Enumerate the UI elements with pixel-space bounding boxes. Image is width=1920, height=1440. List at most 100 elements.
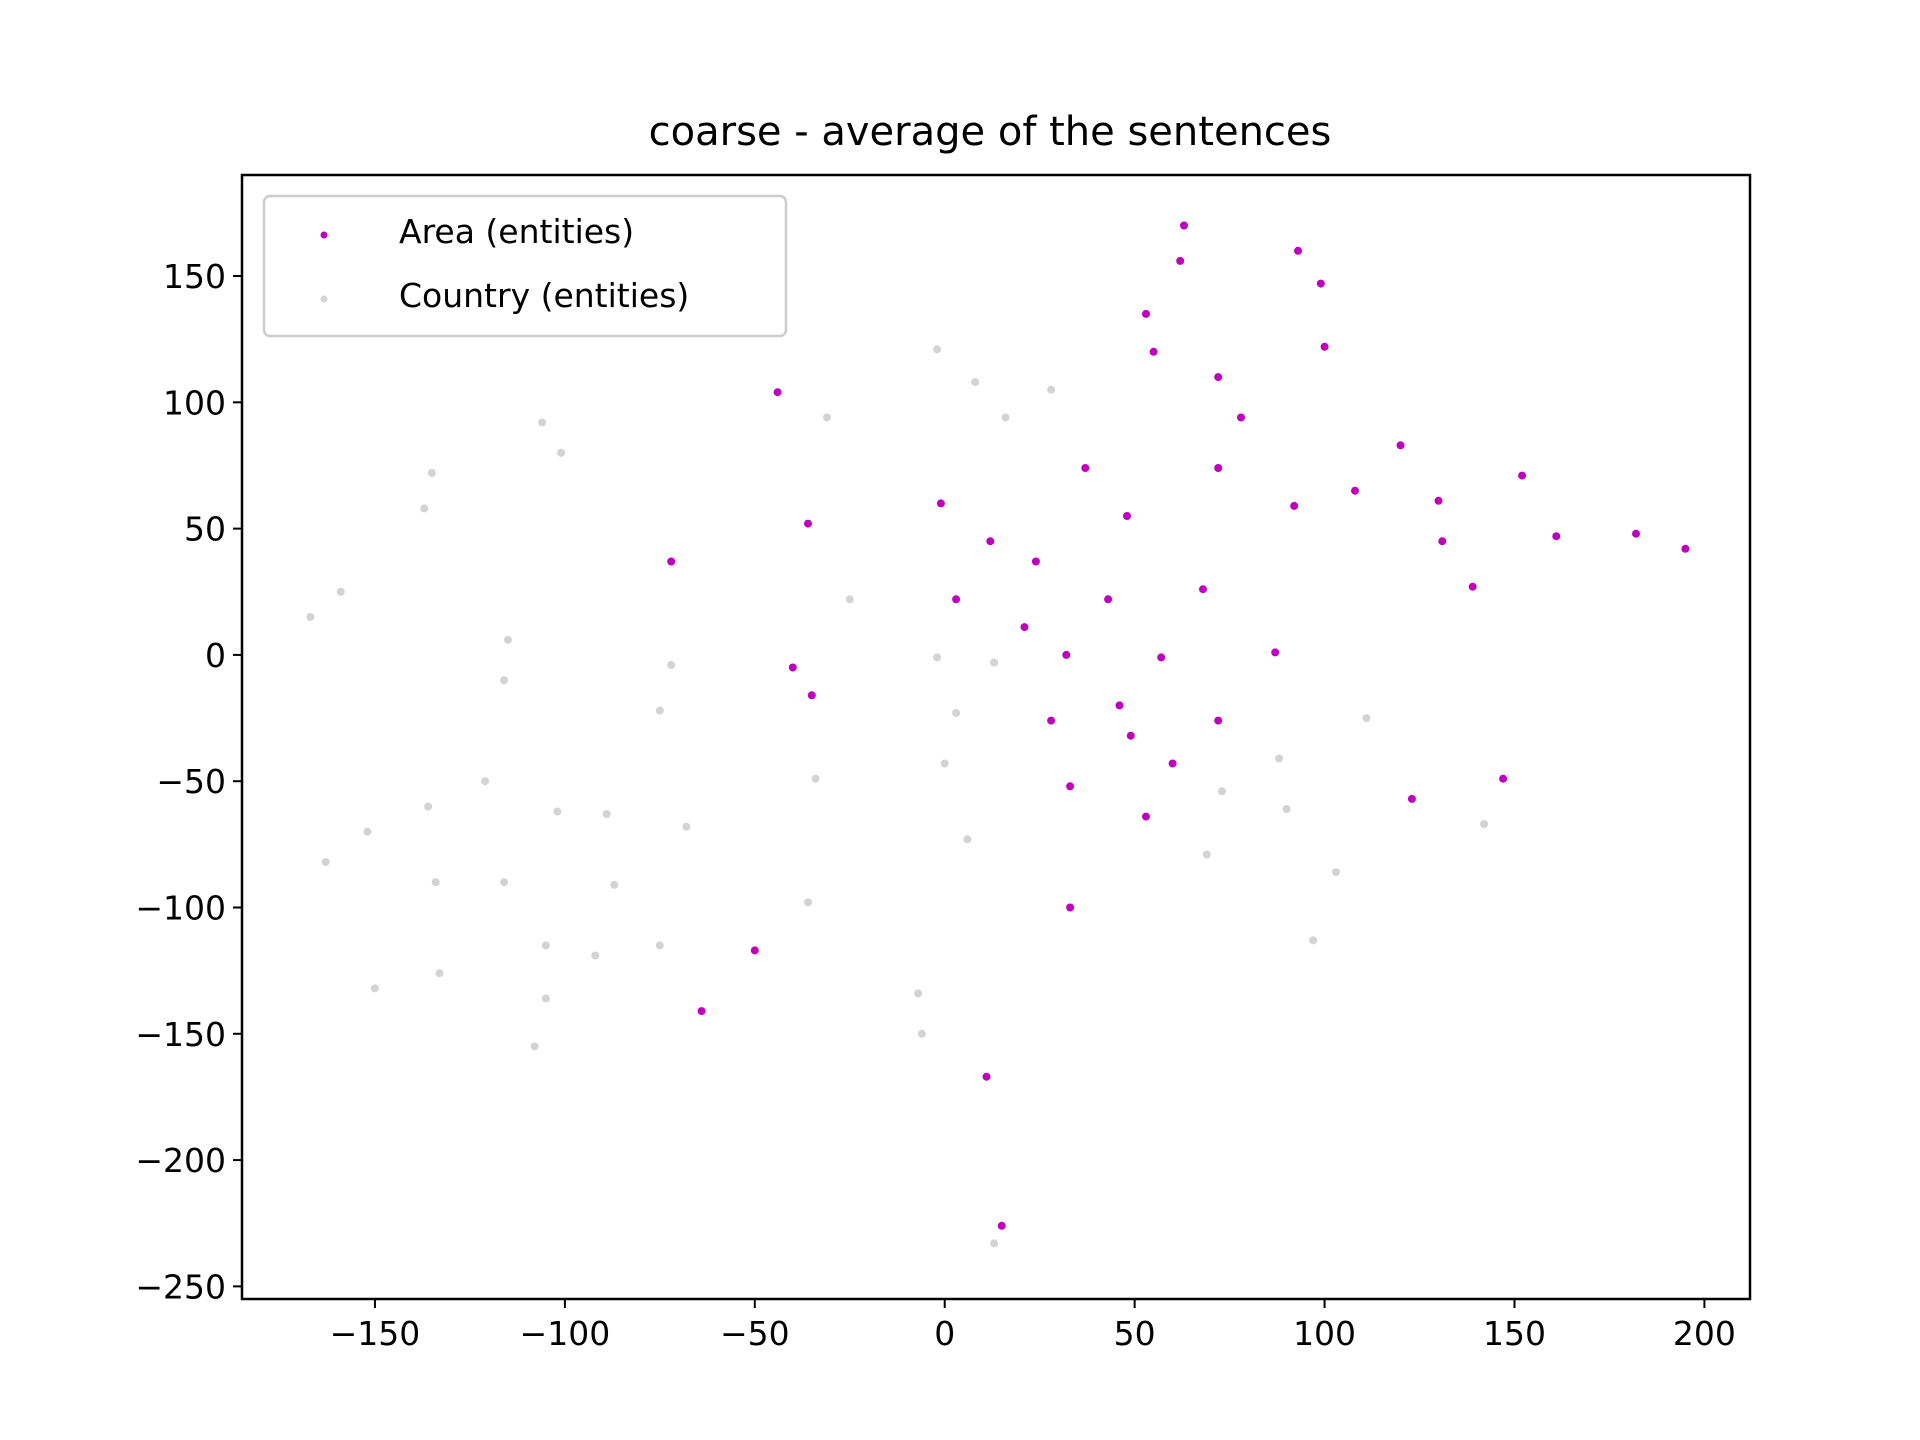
- point-area-10: [1081, 464, 1090, 472]
- point-country-20: [481, 777, 490, 786]
- point-country-15: [845, 595, 854, 604]
- point-area-28: [1104, 595, 1113, 604]
- point-area-39: [1214, 716, 1223, 725]
- point-country-27: [321, 858, 330, 866]
- y-tick-label: 100: [163, 383, 226, 422]
- point-country-48: [1332, 868, 1340, 877]
- point-country-9: [336, 587, 345, 596]
- point-country-47: [1202, 850, 1211, 859]
- y-tick-label: −250: [135, 1267, 226, 1306]
- point-country-31: [804, 898, 812, 907]
- point-country-43: [1275, 754, 1283, 763]
- point-area-9: [773, 388, 782, 397]
- point-area-45: [1499, 774, 1508, 783]
- x-tick-label: 50: [1114, 1314, 1156, 1353]
- point-country-2: [1047, 385, 1056, 394]
- point-area-22: [1552, 532, 1561, 541]
- point-area-43: [1142, 812, 1150, 821]
- point-area-13: [1518, 471, 1527, 480]
- point-area-6: [1320, 342, 1329, 351]
- point-area-50: [997, 1221, 1006, 1230]
- y-tick-label: −200: [135, 1141, 226, 1180]
- x-tick-label: 200: [1673, 1314, 1736, 1353]
- point-area-8: [1237, 413, 1245, 422]
- point-country-10: [306, 613, 315, 621]
- point-area-40: [1126, 731, 1135, 740]
- legend-box: [262, 194, 788, 338]
- point-country-16: [933, 653, 942, 662]
- point-country-14: [655, 706, 664, 715]
- point-area-42: [1066, 782, 1075, 791]
- point-area-7: [1214, 373, 1223, 382]
- point-area-48: [697, 1007, 706, 1016]
- point-area-47: [750, 946, 759, 955]
- point-country-32: [963, 835, 972, 844]
- point-area-25: [667, 557, 676, 566]
- point-country-18: [952, 709, 961, 717]
- y-tick-label: −100: [135, 888, 226, 927]
- point-area-17: [1434, 496, 1443, 505]
- point-country-12: [500, 676, 509, 685]
- point-area-29: [1199, 585, 1207, 594]
- point-area-20: [1123, 512, 1131, 520]
- ticks-layer: −150 −100 −50 0 50 100 150 200 −250 −200 −150 −100 −…: [135, 257, 1736, 1353]
- point-country-1: [971, 378, 980, 387]
- point-country-49: [1480, 820, 1489, 829]
- point-area-49: [982, 1072, 991, 1081]
- point-country-5: [538, 418, 547, 427]
- point-country-50: [1309, 936, 1318, 945]
- point-area-46: [1066, 903, 1075, 912]
- point-area-27: [952, 595, 961, 604]
- point-country-41: [917, 1029, 926, 1038]
- point-area-37: [1115, 701, 1124, 710]
- y-tick-label: −150: [135, 1015, 226, 1054]
- point-country-33: [541, 941, 550, 950]
- point-country-0: [933, 345, 942, 354]
- point-country-35: [591, 951, 600, 960]
- point-area-2: [1294, 246, 1302, 255]
- point-area-5: [1149, 347, 1158, 356]
- point-country-23: [602, 810, 611, 818]
- x-tick-label: 150: [1483, 1314, 1546, 1353]
- point-country-19: [940, 759, 949, 768]
- point-area-12: [1396, 441, 1405, 450]
- point-country-6: [557, 448, 566, 457]
- point-country-8: [420, 504, 429, 513]
- point-area-44: [1407, 794, 1416, 803]
- y-tick-label: 50: [184, 510, 226, 549]
- point-area-21: [1438, 537, 1447, 546]
- point-area-0: [1180, 221, 1188, 230]
- point-country-13: [667, 661, 676, 669]
- point-country-29: [500, 878, 509, 887]
- point-country-46: [1282, 805, 1291, 813]
- point-area-18: [804, 519, 812, 528]
- point-country-26: [811, 774, 820, 783]
- point-country-28: [431, 878, 440, 887]
- point-country-42: [990, 1239, 999, 1248]
- x-tick-label: 0: [934, 1314, 955, 1353]
- point-area-41: [1168, 759, 1177, 768]
- point-country-22: [553, 807, 562, 816]
- point-country-39: [530, 1042, 539, 1051]
- chart-title: coarse - average of the sentences: [649, 109, 1332, 155]
- point-country-11: [503, 635, 512, 644]
- point-country-34: [655, 941, 664, 950]
- point-country-3: [823, 413, 831, 422]
- point-area-3: [1316, 279, 1325, 288]
- point-area-36: [807, 691, 816, 700]
- legend-label-country: Country (entities): [399, 276, 689, 315]
- point-country-30: [610, 880, 619, 889]
- legend-marker-area: [320, 231, 328, 239]
- legend-marker-country: [320, 295, 328, 303]
- point-country-44: [1362, 714, 1371, 723]
- x-tick-label: −50: [720, 1314, 790, 1353]
- point-area-26: [1031, 557, 1040, 566]
- point-area-1: [1176, 256, 1185, 265]
- point-country-38: [541, 994, 550, 1003]
- point-area-35: [788, 663, 797, 672]
- legend: Area (entities) Country (entities): [262, 194, 788, 338]
- point-area-14: [936, 499, 945, 508]
- x-tick-label: 100: [1293, 1314, 1356, 1353]
- legend-label-area: Area (entities): [399, 212, 634, 251]
